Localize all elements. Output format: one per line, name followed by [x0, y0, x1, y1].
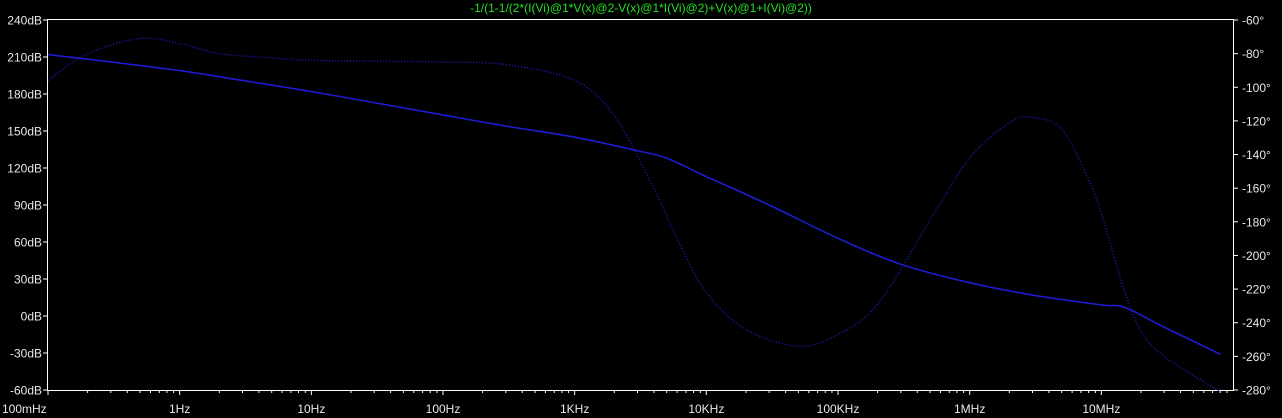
- y-left-tick-label: 0dB: [21, 310, 42, 324]
- x-tick-label: 100KHz: [817, 402, 860, 416]
- y-right-tick-label: -240°: [1242, 316, 1271, 330]
- phase-series-line: [47, 37, 1221, 393]
- plot-frame: [47, 19, 1234, 391]
- x-tick-label: 1MHz: [954, 402, 985, 416]
- x-tick-label: 1Hz: [169, 402, 190, 416]
- chart-title: -1/(1-1/(2*(I(Vi)@1*V(x)@2-V(x)@1*I(Vi)@…: [470, 1, 812, 15]
- x-tick-label: 100Hz: [426, 402, 461, 416]
- y-right-tick-label: -100°: [1242, 81, 1271, 95]
- y-left-tick-label: 180dB: [7, 88, 42, 102]
- y-right-tick-label: -160°: [1242, 182, 1271, 196]
- y-left-tick-label: 210dB: [7, 51, 42, 65]
- x-tick-label: 1KHz: [560, 402, 589, 416]
- y-right-tick-label: -120°: [1242, 114, 1271, 128]
- y-right-tick-label: -220°: [1242, 283, 1271, 297]
- y-left-tick-label: -60dB: [10, 384, 42, 398]
- y-right-tick-label: -260°: [1242, 350, 1271, 364]
- series-group: [47, 37, 1221, 393]
- x-tick-label: 10KHz: [688, 402, 724, 416]
- y-left-tick-label: 120dB: [7, 162, 42, 176]
- y-left-tick-label: 60dB: [14, 236, 42, 250]
- y-left-tick-label: 240dB: [7, 14, 42, 28]
- y-left-tick-label: -30dB: [10, 347, 42, 361]
- y-right-tick-label: -200°: [1242, 249, 1271, 263]
- x-tick-label: 10Hz: [297, 402, 325, 416]
- y-right-tick-label: -280°: [1242, 384, 1271, 398]
- plot-frame-group: [47, 19, 1234, 391]
- y-right-tick-label: -80°: [1242, 47, 1264, 61]
- tick-group: [43, 19, 1238, 395]
- y-right-tick-label: -180°: [1242, 215, 1271, 229]
- y-right-tick-label: -140°: [1242, 148, 1271, 162]
- x-tick-label: 10MHz: [1082, 402, 1120, 416]
- y-left-tick-label: 30dB: [14, 273, 42, 287]
- y-left-tick-label: 90dB: [14, 199, 42, 213]
- y-right-tick-label: -60°: [1242, 14, 1264, 28]
- y-left-tick-label: 150dB: [7, 125, 42, 139]
- tick-label-group: 100mHz 1Hz 10Hz 100Hz 1KHz 10KHz 100KHz 1MHz 10M…: [2, 14, 1271, 417]
- magnitude-series-line: [47, 53, 1221, 355]
- x-tick-label: 100mHz: [2, 402, 47, 416]
